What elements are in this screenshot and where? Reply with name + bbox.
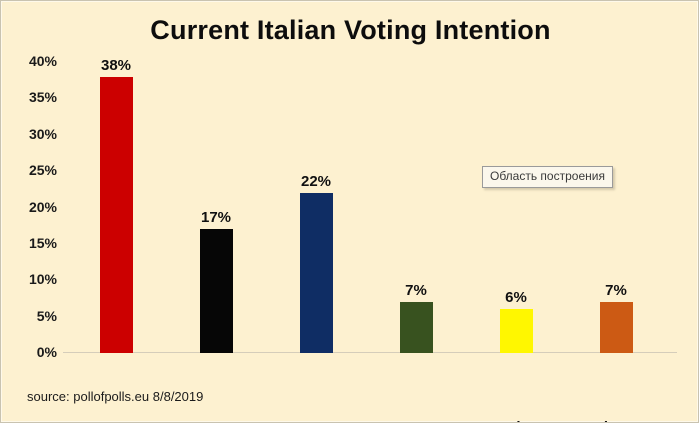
y-tick-label: 25% [28, 162, 57, 179]
bar-group-m5s[interactable]: 17% [169, 62, 263, 353]
bar-m5s[interactable] [200, 229, 233, 353]
category-label-minors: Minors [569, 419, 663, 422]
bar-value-fi: 7% [405, 282, 427, 300]
y-tick-label: 35% [28, 89, 57, 106]
y-tick-label: 40% [28, 53, 57, 69]
bar-value-lega: 38% [100, 56, 132, 74]
bar-value-minors: 7% [605, 282, 627, 300]
bar-minors[interactable] [600, 302, 633, 353]
bar-group-democrats[interactable]: 22% [269, 62, 363, 353]
bar-value-fdl: 6% [505, 289, 527, 307]
source-note: source: pollofpolls.eu 8/8/2019 [27, 389, 204, 404]
bar-democrats[interactable] [300, 192, 333, 353]
y-tick-label: 30% [28, 125, 57, 142]
y-tick-label: 15% [28, 234, 57, 251]
y-tick-label: 5% [36, 307, 57, 324]
x-axis-line [63, 352, 677, 353]
category-label-democrats: Democrats [269, 419, 363, 422]
bar-group-minors[interactable]: 7% [569, 62, 663, 353]
category-label-fi: FI [369, 419, 463, 422]
bar-group-fdl[interactable]: 6% [469, 62, 563, 353]
category-label-lega: Lega [69, 419, 163, 422]
bar-fi[interactable] [400, 302, 433, 353]
y-tick-label: 0% [36, 344, 57, 360]
chart-title: Current Italian Voting Intention [150, 15, 551, 45]
bar-lega[interactable] [100, 76, 133, 353]
category-label-fdl: FdL [469, 419, 563, 422]
y-tick-label: 10% [28, 271, 57, 288]
bar-fdl[interactable] [500, 309, 533, 353]
bar-value-m5s: 17% [200, 209, 232, 227]
y-axis: 40% 35% 30% 25% 20% 15% 10% 5% 0% [9, 53, 57, 360]
bar-group-fi[interactable]: 7% [369, 62, 463, 353]
bar-group-lega[interactable]: 38% [69, 57, 163, 353]
y-tick-label: 20% [28, 198, 57, 215]
plot-area[interactable]: 38% 17% 22% 7% 6% 7% Lega M5S Democrats … [63, 57, 677, 422]
bar-value-democrats: 22% [300, 172, 332, 190]
plot-area-tooltip: Область построения [482, 166, 613, 188]
category-label-m5s: M5S [169, 419, 263, 422]
